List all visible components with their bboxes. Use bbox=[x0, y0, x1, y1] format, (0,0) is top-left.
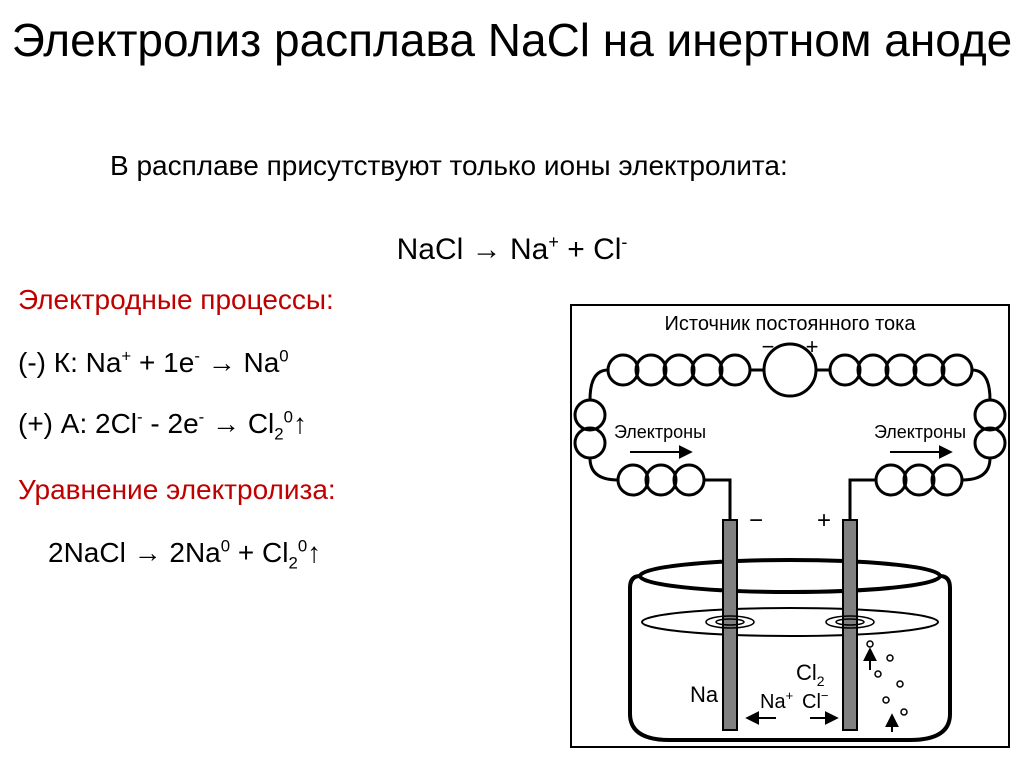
electrons-right-label: Электроны bbox=[874, 422, 966, 442]
page-title: Электролиз расплава NaCl на инертном ано… bbox=[0, 14, 1024, 67]
electrolysis-diagram: Источник постоянного тока − + Электроны bbox=[570, 304, 1010, 748]
electrons-left-label: Электроны bbox=[614, 422, 706, 442]
source-label: Источник постоянного тока bbox=[665, 313, 917, 335]
processes-heading: Электродные процессы: bbox=[18, 282, 558, 317]
source-minus: − bbox=[762, 334, 775, 359]
cathode-equation: (-) К: Na+ + 1e- → Na0 bbox=[18, 345, 558, 380]
left-column: Электродные процессы: (-) К: Na+ + 1e- →… bbox=[18, 282, 558, 600]
source-plus: + bbox=[806, 334, 819, 359]
na-label: Na bbox=[690, 682, 719, 707]
overall-equation: 2NaCl → 2Na0 + Cl20↑ bbox=[48, 535, 558, 575]
anode-equation: (+) А: 2Cl- - 2e- → Cl20↑ bbox=[18, 406, 558, 446]
equation-heading: Уравнение электролиза: bbox=[18, 472, 558, 507]
electrode-minus-label: − bbox=[749, 507, 763, 534]
electrode-plus-label: + bbox=[817, 507, 831, 534]
dissociation-formula: NaCl → Na+ + Cl- bbox=[0, 232, 1024, 267]
intro-text: В расплаве присутствуют только ионы элек… bbox=[110, 148, 890, 184]
